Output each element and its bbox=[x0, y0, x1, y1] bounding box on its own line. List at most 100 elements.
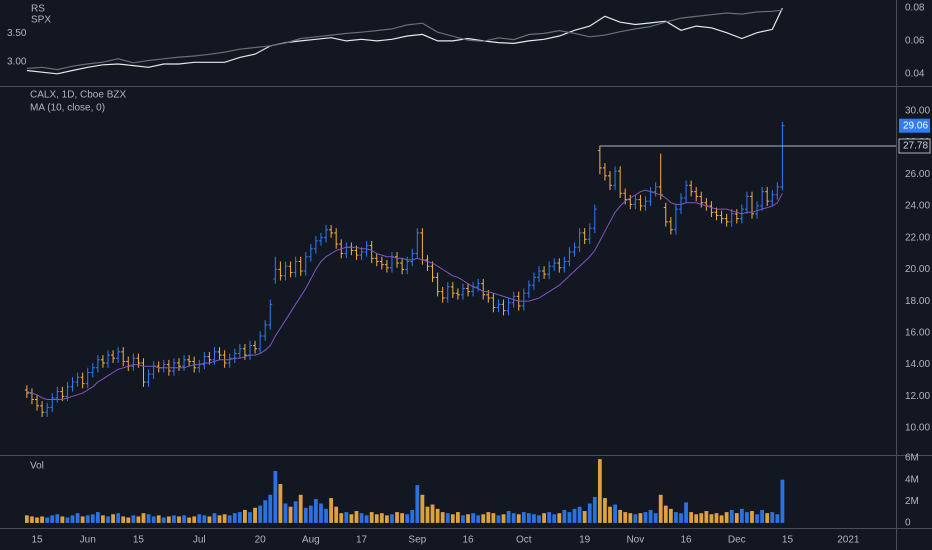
y-tick-label: 18.00 bbox=[905, 296, 930, 307]
y-tick-label: 22.00 bbox=[905, 232, 930, 243]
volume-bar bbox=[222, 514, 227, 523]
volume-bar bbox=[638, 513, 643, 523]
hline-label: 27.78 bbox=[903, 141, 928, 152]
volume-bar bbox=[177, 516, 181, 523]
x-tick-label: 17 bbox=[356, 535, 368, 546]
volume-bar bbox=[755, 514, 759, 523]
volume-bar bbox=[298, 494, 303, 523]
volume-bar bbox=[319, 503, 323, 523]
volume-bar bbox=[384, 515, 389, 523]
volume-bar bbox=[349, 514, 354, 523]
volume-bar bbox=[303, 507, 308, 523]
volume-bar bbox=[308, 505, 313, 523]
volume-bar bbox=[161, 517, 166, 523]
y-tick-label: 30.00 bbox=[905, 105, 930, 116]
volume-bar bbox=[511, 513, 516, 523]
volume-bar bbox=[354, 511, 359, 523]
x-tick-label: 2021 bbox=[837, 535, 860, 546]
volume-bar bbox=[582, 511, 587, 523]
volume-bar bbox=[126, 517, 131, 523]
volume-bar bbox=[111, 514, 115, 523]
hline-label-box bbox=[898, 138, 931, 154]
volume-bar bbox=[435, 508, 440, 523]
volume-bar bbox=[131, 515, 136, 523]
volume-bar bbox=[55, 514, 60, 523]
volume-bar bbox=[597, 459, 602, 523]
volume-bar bbox=[750, 511, 754, 523]
x-tick-label: Jul bbox=[193, 535, 206, 546]
volume-bar bbox=[587, 503, 592, 523]
x-tick-label: Jun bbox=[80, 535, 96, 546]
volume-bar bbox=[359, 513, 364, 523]
volume-bar bbox=[364, 515, 369, 523]
volume-bar bbox=[466, 514, 470, 523]
volume-bar bbox=[542, 513, 546, 523]
volume-bar bbox=[618, 509, 623, 523]
x-tick-label: 16 bbox=[462, 535, 474, 546]
x-tick-label: Sep bbox=[408, 535, 426, 546]
volume-bar bbox=[283, 503, 288, 523]
volume-bar bbox=[75, 513, 80, 523]
y-tick-label: 0.08 bbox=[905, 3, 925, 14]
y-tick-label: 10.00 bbox=[905, 423, 930, 434]
volume-bar bbox=[141, 513, 146, 523]
volume-bar bbox=[689, 512, 694, 523]
volume-bar bbox=[156, 515, 161, 523]
volume-bar bbox=[65, 517, 70, 523]
last-price-box bbox=[899, 118, 930, 133]
volume-bar bbox=[390, 514, 394, 523]
volume-bar bbox=[496, 515, 501, 523]
volume-bar bbox=[415, 485, 420, 523]
volume-bar bbox=[136, 516, 141, 523]
volume-bar bbox=[24, 515, 29, 523]
y-tick-label: 6M bbox=[905, 453, 919, 464]
volume-bar bbox=[379, 513, 384, 523]
volume-bar bbox=[461, 515, 465, 523]
volume-bar bbox=[232, 513, 237, 523]
volume-bar bbox=[440, 512, 445, 523]
volume-bar bbox=[50, 515, 55, 523]
volume-bar bbox=[40, 516, 44, 523]
volume-bar bbox=[395, 512, 399, 523]
x-tick-label: 15 bbox=[782, 535, 794, 546]
last-price-label: 29.06 bbox=[903, 120, 928, 131]
volume-bar bbox=[623, 512, 628, 523]
y-tick-label: 12.00 bbox=[905, 391, 930, 402]
volume-bar bbox=[314, 499, 318, 523]
volume-bar bbox=[780, 479, 785, 523]
volume-bar bbox=[151, 516, 156, 523]
volume-bar bbox=[506, 511, 511, 523]
volume-bar bbox=[608, 506, 612, 523]
y-tick-label: 14.00 bbox=[905, 359, 930, 370]
volume-bar bbox=[663, 505, 668, 523]
volume-bar bbox=[775, 514, 780, 523]
volume-bar bbox=[430, 504, 435, 523]
ma-legend: MA (10, close, 0) bbox=[30, 103, 105, 114]
volume-bar bbox=[679, 513, 683, 523]
volume-bar bbox=[760, 509, 765, 523]
volume-bar bbox=[491, 513, 496, 523]
volume-bar bbox=[116, 513, 121, 523]
volume-bar bbox=[227, 515, 232, 523]
volume-bar bbox=[278, 484, 283, 523]
volume-bar bbox=[471, 513, 476, 523]
volume-bar bbox=[182, 515, 186, 523]
volume-bar bbox=[85, 515, 90, 523]
volume-bar bbox=[187, 517, 192, 523]
volume-bar bbox=[95, 512, 100, 523]
y-tick-label: 2M bbox=[905, 496, 919, 507]
volume-bar bbox=[734, 513, 739, 523]
rs-line bbox=[26, 7, 783, 75]
volume-bar bbox=[405, 514, 410, 523]
volume-bar bbox=[212, 513, 217, 523]
x-tick-label: Oct bbox=[516, 535, 532, 546]
volume-bar bbox=[217, 515, 222, 523]
volume-bar bbox=[258, 505, 263, 523]
y-tick-label: 4M bbox=[905, 474, 919, 485]
volume-bar bbox=[80, 516, 85, 523]
volume-bar bbox=[643, 512, 648, 523]
volume-bar bbox=[724, 512, 729, 523]
volume-bar bbox=[60, 516, 65, 523]
